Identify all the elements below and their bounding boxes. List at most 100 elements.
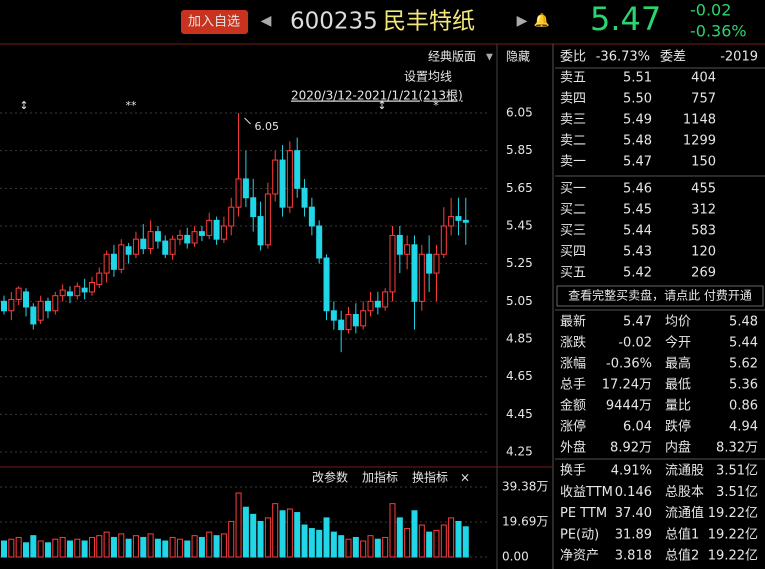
volume-bar (323, 517, 330, 558)
candle-body (250, 197, 257, 218)
volume-bar (30, 535, 37, 558)
volume-bar (440, 524, 447, 558)
candle-body (279, 159, 286, 208)
layout-caret[interactable]: ▼ (486, 53, 493, 63)
indicator-button[interactable]: 加指标 (362, 470, 398, 485)
stat-label: 总值1 (665, 526, 699, 542)
add-button[interactable]: 加入自选 (188, 15, 240, 30)
candle-body (462, 219, 469, 223)
stat-value: 4.94 (729, 420, 758, 435)
bell[interactable]: 🔔 (534, 13, 550, 29)
stat-value: -0.02 (618, 336, 652, 351)
y-tick-label: 5.05 (506, 294, 533, 308)
candle-body (382, 291, 389, 308)
candle-body (52, 295, 59, 312)
book-price: 5.47 (623, 155, 652, 170)
indicator-button[interactable]: 换指标 (412, 470, 448, 485)
event-marker: ** (126, 99, 138, 112)
candle-body (37, 300, 44, 321)
candle-body (448, 216, 455, 227)
volume-bar (250, 513, 257, 558)
stat-label: 换手 (560, 464, 586, 479)
volume-bar (286, 508, 293, 558)
volume-bar (81, 540, 88, 558)
candle-body (125, 246, 132, 255)
stat-value: 5.36 (729, 378, 758, 393)
stat-value: 3.818 (615, 549, 652, 564)
stat-value: 3.51亿 (716, 464, 758, 479)
candle-body (345, 314, 352, 331)
candle-body (286, 150, 293, 208)
candle-body (59, 289, 66, 297)
notice-box[interactable] (556, 285, 764, 307)
candle-body (103, 253, 110, 274)
stat-value: 37.40 (615, 506, 652, 521)
volume-bar (88, 536, 95, 558)
stat-label: PE(动) (560, 527, 599, 542)
volume-bar (198, 536, 205, 558)
ratio: -36.73% (596, 50, 650, 65)
volume-bar (455, 520, 462, 558)
candle-body (220, 225, 227, 240)
indicator-button[interactable]: × (460, 471, 470, 485)
book-volume: 757 (691, 92, 716, 107)
notice[interactable]: 查看完整买卖盘，请点此 付费开通 (568, 288, 752, 303)
stat-label: 内盘 (665, 440, 691, 456)
book-label: 买五 (560, 266, 586, 281)
stat-value: 31.89 (615, 527, 652, 542)
stat-label: 涨幅 (560, 357, 586, 372)
volume-bar (103, 531, 110, 558)
volume-bar (8, 538, 15, 558)
candle-body (140, 238, 147, 250)
book-volume: 1148 (683, 113, 716, 128)
volume-bar (37, 540, 44, 558)
indicator-button[interactable]: 改参数 (312, 470, 348, 485)
volume-bar (264, 517, 271, 558)
volume-bar (154, 538, 161, 558)
volume-bar (147, 533, 154, 558)
v-tick-label: 19.69万 (502, 515, 548, 529)
candle-body (455, 216, 462, 221)
hide-button[interactable]: 隐藏 (506, 50, 530, 64)
stat-label: 最低 (665, 378, 691, 393)
candle-body (367, 300, 374, 312)
candle-body (110, 253, 117, 270)
next-arrow[interactable]: ▶ (517, 13, 528, 29)
candle-body (316, 225, 323, 259)
volume-bar (169, 536, 176, 558)
candle-body (242, 178, 249, 199)
stat-label: 最新 (560, 314, 586, 330)
volume-bar (242, 506, 249, 558)
volume-bar (176, 538, 183, 558)
add-button-bg[interactable] (181, 10, 248, 34)
book-label: 卖四 (560, 92, 586, 107)
candle-body (301, 187, 308, 208)
book-volume: 312 (691, 203, 716, 218)
candle-body (176, 234, 183, 240)
stat-label: 最高 (665, 356, 691, 372)
book-label: 买二 (560, 203, 586, 218)
book-volume: 269 (691, 266, 716, 281)
ratio-label: 委比 (560, 50, 586, 65)
stat-value: 5.44 (729, 336, 758, 351)
book-price: 5.42 (623, 266, 652, 281)
stat-value: 4.91% (611, 464, 652, 479)
volume-bar (279, 510, 286, 558)
stat-label: 涨跌 (560, 335, 586, 351)
candle-body (74, 285, 81, 297)
prev-arrow[interactable]: ◀ (261, 13, 272, 29)
volume-bar (396, 517, 403, 558)
book-price: 5.44 (623, 224, 652, 239)
ma-setting[interactable]: 设置均线 (404, 70, 452, 84)
candle-body (440, 225, 447, 255)
date-range[interactable]: 2020/3/12-2021/1/21(213根) (291, 89, 463, 103)
v-tick-label: 0.00 (502, 550, 529, 564)
stat-value: 0.146 (615, 485, 652, 500)
volume-bar (96, 535, 103, 558)
layout-button[interactable]: 经典版面 (428, 50, 476, 64)
volume-bar (162, 540, 169, 558)
candle-body (191, 231, 198, 244)
volume-bar (140, 536, 147, 558)
stat-value: 0.86 (729, 399, 758, 414)
